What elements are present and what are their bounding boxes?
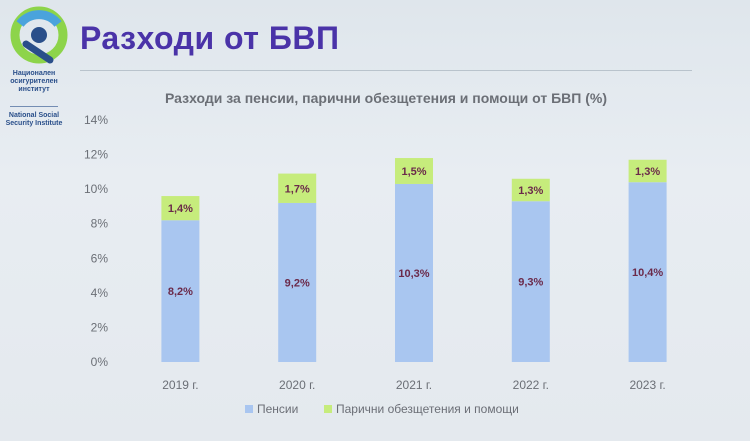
institute-logo bbox=[10, 6, 68, 64]
bar-pensions bbox=[511, 201, 550, 362]
org-name-bg-line: Национален bbox=[12, 70, 56, 77]
page-title: Разходи от БВП bbox=[80, 20, 340, 56]
x-tick-label: 2020 г. bbox=[279, 378, 315, 392]
bar-compensation bbox=[395, 158, 433, 184]
x-tick-label: 2023 г. bbox=[629, 378, 665, 392]
y-tick-label: 6% bbox=[91, 251, 109, 265]
title-divider bbox=[80, 70, 692, 71]
x-tick-label: 2019 г. bbox=[162, 378, 198, 392]
y-tick-label: 4% bbox=[91, 286, 109, 300]
org-divider bbox=[10, 106, 58, 107]
bar-compensation bbox=[161, 196, 200, 221]
data-label: 8,2% bbox=[168, 286, 193, 298]
data-label: 1,7% bbox=[285, 183, 310, 195]
org-name-bg: Национален осигурителен институт bbox=[2, 70, 66, 94]
bar-pensions bbox=[278, 202, 317, 362]
x-tick-label: 2022 г. bbox=[513, 378, 549, 392]
y-tick-label: 14% bbox=[84, 113, 108, 127]
org-name-en-line: Security Institute bbox=[5, 120, 63, 127]
bar-compensation bbox=[278, 173, 317, 203]
y-tick-label: 2% bbox=[91, 320, 109, 334]
org-name-bg-line: осигурителен bbox=[10, 78, 58, 85]
data-label: 10,4% bbox=[632, 267, 663, 279]
data-label: 1,4% bbox=[168, 203, 193, 215]
org-name-en: National Social Security Institute bbox=[2, 112, 66, 128]
org-name-bg-line: институт bbox=[18, 86, 50, 93]
bar-pensions bbox=[161, 220, 200, 362]
legend-pensions-label: Пенсии bbox=[257, 402, 298, 416]
data-label: 9,2% bbox=[285, 277, 310, 289]
bar-pensions bbox=[395, 183, 433, 362]
bar-compensation bbox=[628, 159, 667, 183]
data-label: 1,5% bbox=[401, 166, 426, 178]
y-tick-label: 8% bbox=[91, 217, 109, 231]
y-tick-label: 0% bbox=[91, 355, 109, 369]
bar-compensation bbox=[511, 178, 550, 202]
data-label: 1,3% bbox=[518, 185, 543, 197]
y-tick-label: 12% bbox=[84, 148, 108, 162]
legend-compensation-label: Парични обезщетения и помощи bbox=[336, 402, 519, 416]
chart-title: Разходи за пенсии, парични обезщетения и… bbox=[165, 90, 607, 106]
data-label: 1,3% bbox=[635, 166, 660, 178]
data-label: 10,3% bbox=[398, 268, 429, 280]
data-label: 9,3% bbox=[518, 277, 543, 289]
x-tick-label: 2021 г. bbox=[396, 378, 432, 392]
legend-compensation-swatch bbox=[324, 405, 332, 413]
y-tick-label: 10% bbox=[84, 182, 108, 196]
legend-pensions-swatch bbox=[245, 405, 253, 413]
bar-pensions bbox=[628, 182, 667, 362]
org-name-en-line: National Social bbox=[8, 112, 60, 119]
